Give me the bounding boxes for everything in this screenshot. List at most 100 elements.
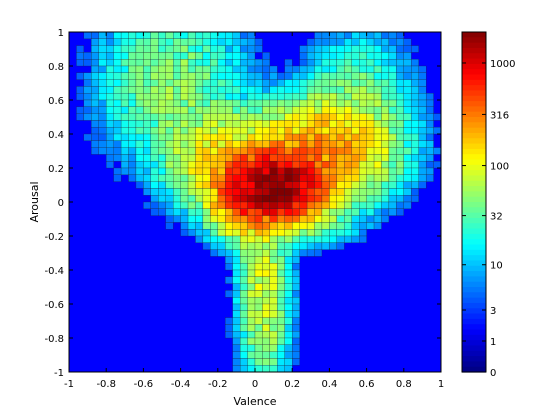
heatmap-cell — [91, 31, 99, 39]
heatmap-cell — [180, 174, 189, 182]
heatmap-cell — [158, 113, 166, 121]
heatmap-cell — [277, 303, 285, 311]
heatmap-cell — [388, 140, 397, 148]
heatmap-cell — [381, 147, 390, 155]
heatmap-cell — [135, 79, 144, 87]
heatmap-cell — [411, 133, 419, 141]
heatmap-cell — [299, 99, 308, 107]
heatmap-cell — [210, 154, 218, 162]
colorbar-segment — [462, 212, 486, 219]
heatmap-cell — [344, 31, 352, 39]
heatmap-cell — [329, 154, 337, 162]
heatmap-cell — [388, 127, 397, 135]
heatmap-cell — [269, 79, 278, 87]
heatmap-cell — [351, 174, 360, 182]
heatmap-cell — [195, 72, 204, 80]
heatmap-cell — [292, 269, 300, 277]
heatmap-cell — [277, 79, 285, 87]
heatmap-cell — [254, 133, 263, 141]
heatmap-cell — [247, 38, 256, 46]
heatmap-cell — [396, 45, 404, 53]
heatmap-cell — [388, 52, 397, 60]
heatmap-cell — [262, 59, 271, 67]
heatmap-cell — [113, 106, 122, 114]
heatmap-cell — [314, 249, 323, 257]
x-tick-label: -1 — [64, 379, 74, 390]
heatmap-cell — [195, 140, 204, 148]
heatmap-cell — [269, 222, 278, 230]
heatmap-cell — [202, 167, 211, 175]
heatmap-cell — [225, 188, 233, 196]
heatmap-cell — [269, 215, 278, 223]
heatmap-cell — [292, 147, 300, 155]
heatmap-cell — [262, 161, 271, 169]
heatmap-cell — [165, 195, 174, 203]
heatmap-cell — [314, 120, 323, 128]
heatmap-cell — [381, 167, 390, 175]
heatmap-cell — [299, 52, 308, 60]
x-tick-label: 0.4 — [321, 379, 337, 390]
y-tick-label: 1 — [58, 28, 64, 39]
heatmap-cell — [113, 120, 122, 128]
heatmap-cell — [232, 290, 241, 298]
heatmap-cell — [232, 38, 241, 46]
heatmap-cell — [106, 31, 114, 39]
heatmap-cell — [120, 154, 129, 162]
y-tick-label: -0.4 — [44, 266, 64, 277]
heatmap-cell — [165, 140, 174, 148]
heatmap-cell — [202, 99, 211, 107]
heatmap-cell — [306, 222, 315, 230]
heatmap-cell — [277, 324, 285, 332]
heatmap-cell — [269, 127, 278, 135]
heatmap-cell — [180, 79, 189, 87]
heatmap-cell — [344, 52, 352, 60]
heatmap-cell — [396, 99, 404, 107]
heatmap-cell — [254, 229, 263, 237]
heatmap-cell — [269, 351, 278, 359]
heatmap-cell — [344, 140, 352, 148]
heatmap-cell — [202, 45, 211, 53]
heatmap-cell — [165, 174, 174, 182]
heatmap-cell — [239, 269, 248, 277]
heatmap-cell — [269, 344, 278, 352]
heatmap-cell — [336, 113, 345, 121]
heatmap-cell — [128, 133, 137, 141]
colorbar-segment — [462, 85, 486, 92]
heatmap-cell — [254, 127, 263, 135]
heatmap-cell — [225, 38, 233, 46]
heatmap-cell — [106, 154, 114, 162]
colorbar-tick-label: 10 — [490, 261, 503, 272]
heatmap-cell — [83, 31, 92, 39]
heatmap-cell — [277, 147, 285, 155]
heatmap-cell — [277, 99, 285, 107]
colorbar-tick-label: 32 — [490, 212, 503, 223]
heatmap-cell — [187, 147, 196, 155]
heatmap-cell — [150, 154, 159, 162]
heatmap-cell — [106, 79, 114, 87]
heatmap-cell — [411, 86, 419, 94]
heatmap-cell — [306, 235, 315, 243]
colorbar-segment — [462, 164, 486, 171]
heatmap-cell — [284, 147, 293, 155]
heatmap-cell — [292, 120, 300, 128]
heatmap-cell — [120, 106, 129, 114]
heatmap-cell — [299, 249, 308, 257]
heatmap-cell — [106, 127, 114, 135]
colorbar-tick-label: 100 — [490, 162, 509, 173]
heatmap-cell — [262, 331, 271, 339]
heatmap-cell — [292, 201, 300, 209]
heatmap-cell — [210, 174, 218, 182]
heatmap-cell — [180, 161, 189, 169]
heatmap-cell — [396, 113, 404, 121]
heatmap-cell — [232, 140, 241, 148]
heatmap-cell — [128, 79, 137, 87]
heatmap-cell — [373, 222, 382, 230]
heatmap-cell — [239, 140, 248, 148]
heatmap-cell — [262, 256, 271, 264]
heatmap-cell — [195, 65, 204, 73]
heatmap-cell — [165, 86, 174, 94]
heatmap-cell — [239, 337, 248, 345]
heatmap-cell — [247, 154, 256, 162]
heatmap-cell — [321, 133, 330, 141]
